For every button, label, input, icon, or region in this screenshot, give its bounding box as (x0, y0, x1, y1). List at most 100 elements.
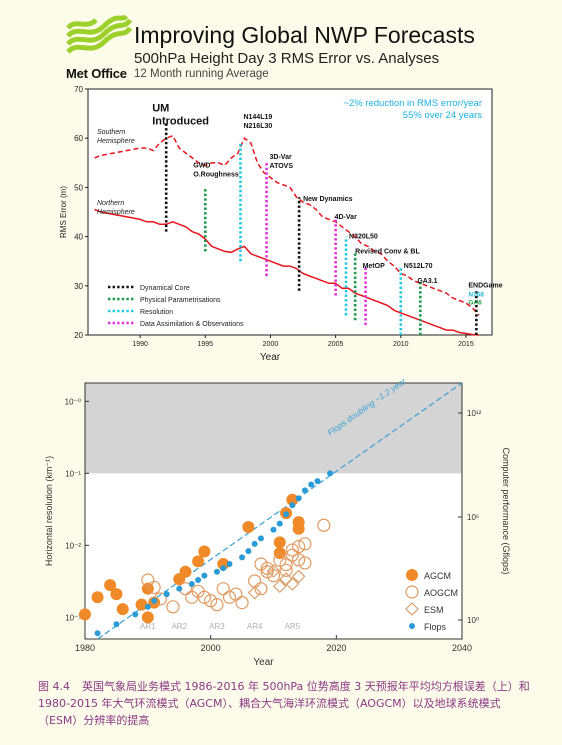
ar-label: AR1 (140, 622, 156, 631)
flops-point (301, 487, 308, 494)
flops-point (276, 520, 283, 527)
flops-point (289, 502, 296, 509)
x-tick-label: 2010 (393, 341, 409, 348)
esm-point (285, 577, 300, 591)
rms-error-chart: 20 30 40 50 60 70 1990 1995 2000 2005 2010 2015 Year… (59, 85, 503, 363)
extra-event-label: GA6 (468, 300, 482, 307)
esm-point (266, 564, 281, 578)
flops-point (283, 511, 290, 518)
esm-point (272, 579, 287, 594)
flops-point (113, 621, 120, 628)
legend-label: Physical Parametrisations (140, 297, 221, 304)
series-label: Hemisphere (97, 209, 135, 216)
x-tick-label: 2040 (452, 643, 472, 653)
x-tick-label: 2005 (328, 341, 344, 348)
aogcm-point (197, 590, 211, 604)
aogcm-point (292, 540, 306, 554)
page-note: 12 Month running Average (134, 68, 269, 80)
flops-point (163, 591, 170, 598)
event-label: MetOP (363, 263, 386, 270)
aogcm-point (254, 582, 268, 596)
y-tick-label: 50 (74, 183, 83, 192)
ar-label: AR3 (209, 622, 225, 631)
event-label: 4D-Var (335, 214, 357, 221)
x-tick-label: 1995 (198, 341, 214, 348)
x-tick-label: 1980 (75, 643, 95, 653)
agcm-point (116, 603, 129, 616)
shaded-region (85, 383, 462, 474)
aogcm-point (147, 580, 161, 595)
aogcm-point (292, 553, 306, 567)
aogcm-point (229, 587, 243, 601)
y-tick-label: 10⁻¹ (65, 469, 81, 478)
annotation-text: 55% over 24 years (403, 110, 482, 121)
y-tick-label: 10⁻⁰ (65, 397, 81, 406)
event-label: ENDGame (468, 283, 502, 290)
flops-point (94, 630, 101, 637)
y-axis-label: Horizontal resolution (km⁻¹) (44, 456, 54, 566)
event-label: Revised Conv & BL (355, 248, 420, 255)
agcm-point (135, 598, 148, 611)
x-tick-label: 2015 (458, 341, 474, 348)
flops-point (132, 611, 139, 618)
y-tick-label: 30 (74, 282, 83, 291)
aogcm-point (279, 558, 293, 572)
flops-point (176, 585, 183, 592)
event-label: 3D-Var (270, 154, 292, 161)
event-label: New Dynamics (303, 196, 353, 203)
aogcm-point (235, 596, 249, 610)
legend-swatch (405, 602, 419, 616)
event-label: GWD (193, 162, 210, 169)
legend-label: Flops (424, 622, 447, 632)
legend-label: ESM (424, 605, 444, 615)
agcm-point (141, 611, 154, 624)
y2-tick-label: 10⁶ (467, 513, 479, 522)
event-label: ATOVS (270, 163, 294, 170)
flops-point (144, 603, 151, 610)
flops-point (201, 572, 208, 579)
event-label: N512L70 (404, 263, 433, 270)
flops-point (226, 561, 233, 568)
series-label: Southern (97, 129, 126, 136)
figure-caption: 图 4.4 英国气象局业务模式 1986-2016 年 500hPa 位势高度 3… (38, 678, 538, 729)
agcm-point (242, 520, 255, 533)
resolution-chart: 10⁻³ 10⁻² 10⁻¹ 10⁻⁰ 1980 2000 2020 2040 Year Hori… (44, 375, 511, 668)
flops-point (327, 470, 334, 477)
agcm-point (79, 608, 91, 621)
figure-number: 图 4.4 (38, 680, 70, 693)
y2-tick-label: 10⁰ (467, 616, 479, 625)
flops-point (213, 568, 220, 575)
aogcm-point (317, 518, 331, 532)
flops-point (270, 526, 277, 533)
event-label: GA3.1 (417, 278, 437, 285)
ar-label: AR5 (285, 622, 301, 631)
agcm-point (286, 493, 299, 506)
series-label: Hemisphere (97, 138, 135, 145)
y-tick-label: 20 (74, 331, 83, 340)
agcm-point (110, 588, 123, 601)
series-line (94, 208, 480, 336)
logo-text: Met Office (66, 66, 127, 81)
flops-point (257, 535, 264, 542)
event-label: N320L50 (349, 234, 378, 241)
page-title: Improving Global NWP Forecasts (134, 22, 475, 48)
y2-axis-label: Computer performance (Gflops) (501, 447, 511, 574)
legend-swatch (405, 585, 419, 599)
aogcm-point (166, 600, 180, 614)
flops-point (308, 481, 315, 488)
esm-point (279, 572, 293, 586)
page-subtitle: 500hPa Height Day 3 RMS Error vs. Analys… (134, 50, 440, 67)
aogcm-point (204, 594, 218, 608)
flops-point (239, 554, 246, 561)
flops-point (195, 577, 202, 584)
annotation-text: ~2% reduction in RMS error/year (343, 98, 482, 109)
legend-label: AOGCM (424, 588, 458, 598)
series-line (94, 134, 480, 316)
flops-point (220, 565, 227, 572)
x-tick-label: 1990 (132, 341, 148, 348)
x-axis-label: Year (253, 657, 274, 668)
agcm-point (91, 591, 104, 604)
ar-label: AR2 (171, 622, 187, 631)
aogcm-point (279, 563, 293, 577)
legend-swatch (406, 569, 418, 581)
